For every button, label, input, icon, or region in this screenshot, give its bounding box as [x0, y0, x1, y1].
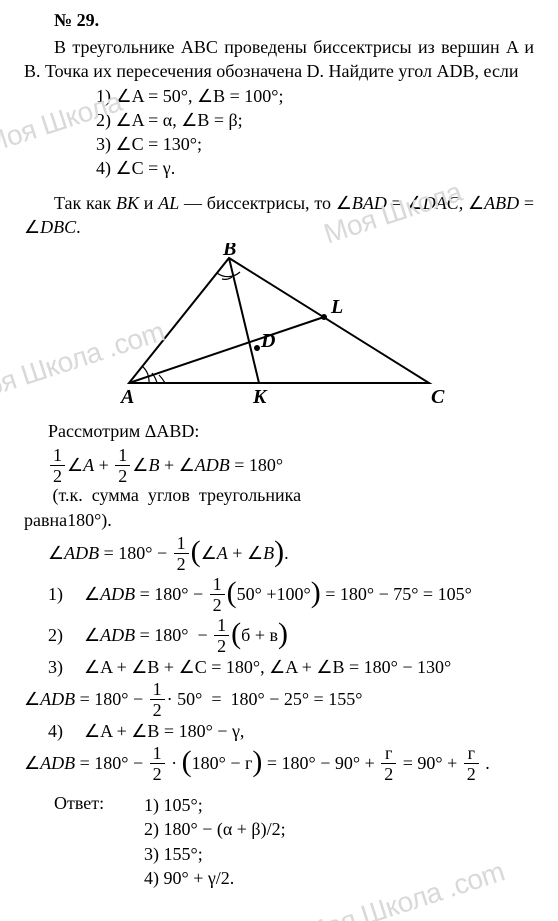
condition-3: 3) ∠C = 130°;: [96, 132, 534, 156]
eq-adb-general: ∠ADB = 180° − 12 ( ∠A + ∠B ) .: [48, 534, 534, 573]
condition-1: 1) ∠A = 50°, ∠B = 100°;: [96, 84, 534, 108]
answer-1: 1) 105°;: [144, 793, 534, 817]
page: Моя Школа Моя Школа .com Моя Школа Моя Ш…: [0, 0, 558, 921]
problem-conditions: 1) ∠A = 50°, ∠B = 100°; 2) ∠A = α, ∠B = …: [96, 84, 534, 181]
problem-number: № 29.: [24, 10, 534, 31]
answer-3: 3) 155°;: [144, 842, 534, 866]
case-3-line2: ∠ADB = 180° − 12 · 50° = 180° − 25° = 15…: [24, 680, 534, 719]
diagram-label-a: A: [119, 386, 134, 408]
case-4-line2: ∠ADB = 180° − 12 · ( 180° − г ) = 180° −…: [24, 744, 534, 783]
diagram-label-k: K: [252, 386, 268, 408]
triangle-diagram: A B C D K L: [24, 243, 534, 413]
condition-4: 4) ∠C = γ.: [96, 156, 534, 180]
diagram-label-l: L: [330, 296, 343, 318]
diagram-label-b: B: [222, 243, 236, 260]
answer-2: 2) 180° − (α + β)/2;: [144, 817, 534, 841]
case-1: 1) ∠ADB = 180° − 12 ( 50° +100° ) = 180°…: [48, 575, 534, 614]
case-3-line1: 3) ∠A + ∠B + ∠C = 180°, ∠A + ∠B = 180° −…: [48, 657, 534, 678]
problem-statement: В треугольнике ABC проведены биссектрисы…: [24, 35, 534, 84]
condition-2: 2) ∠A = α, ∠B = β;: [96, 108, 534, 132]
consider-abd: Рассмотрим ΔABD:: [48, 419, 534, 443]
diagram-label-d: D: [260, 330, 275, 352]
eq-sum-angles: 12 ∠A + 12 ∠B + ∠ADB = 180° (т.к. сумма …: [48, 446, 534, 506]
answer-block: Ответ: 1) 105°; 2) 180° − (α + β)/2; 3) …: [24, 793, 534, 890]
case-2: 2) ∠ADB = 180° − 12 ( б + в ): [48, 616, 534, 655]
answer-4: 4) 90° + γ/2.: [144, 866, 534, 890]
case-4-line1: 4) ∠A + ∠B = 180° − γ,: [48, 721, 534, 742]
diagram-label-c: C: [431, 386, 445, 408]
answer-label: Ответ:: [24, 793, 144, 890]
bisector-note: Так как BK и AL — биссектрисы, то ∠BAD =…: [24, 191, 534, 240]
answer-list: 1) 105°; 2) 180° − (α + β)/2; 3) 155°; 4…: [144, 793, 534, 890]
eq-sum-angles-tail: равна180°).: [24, 508, 534, 532]
